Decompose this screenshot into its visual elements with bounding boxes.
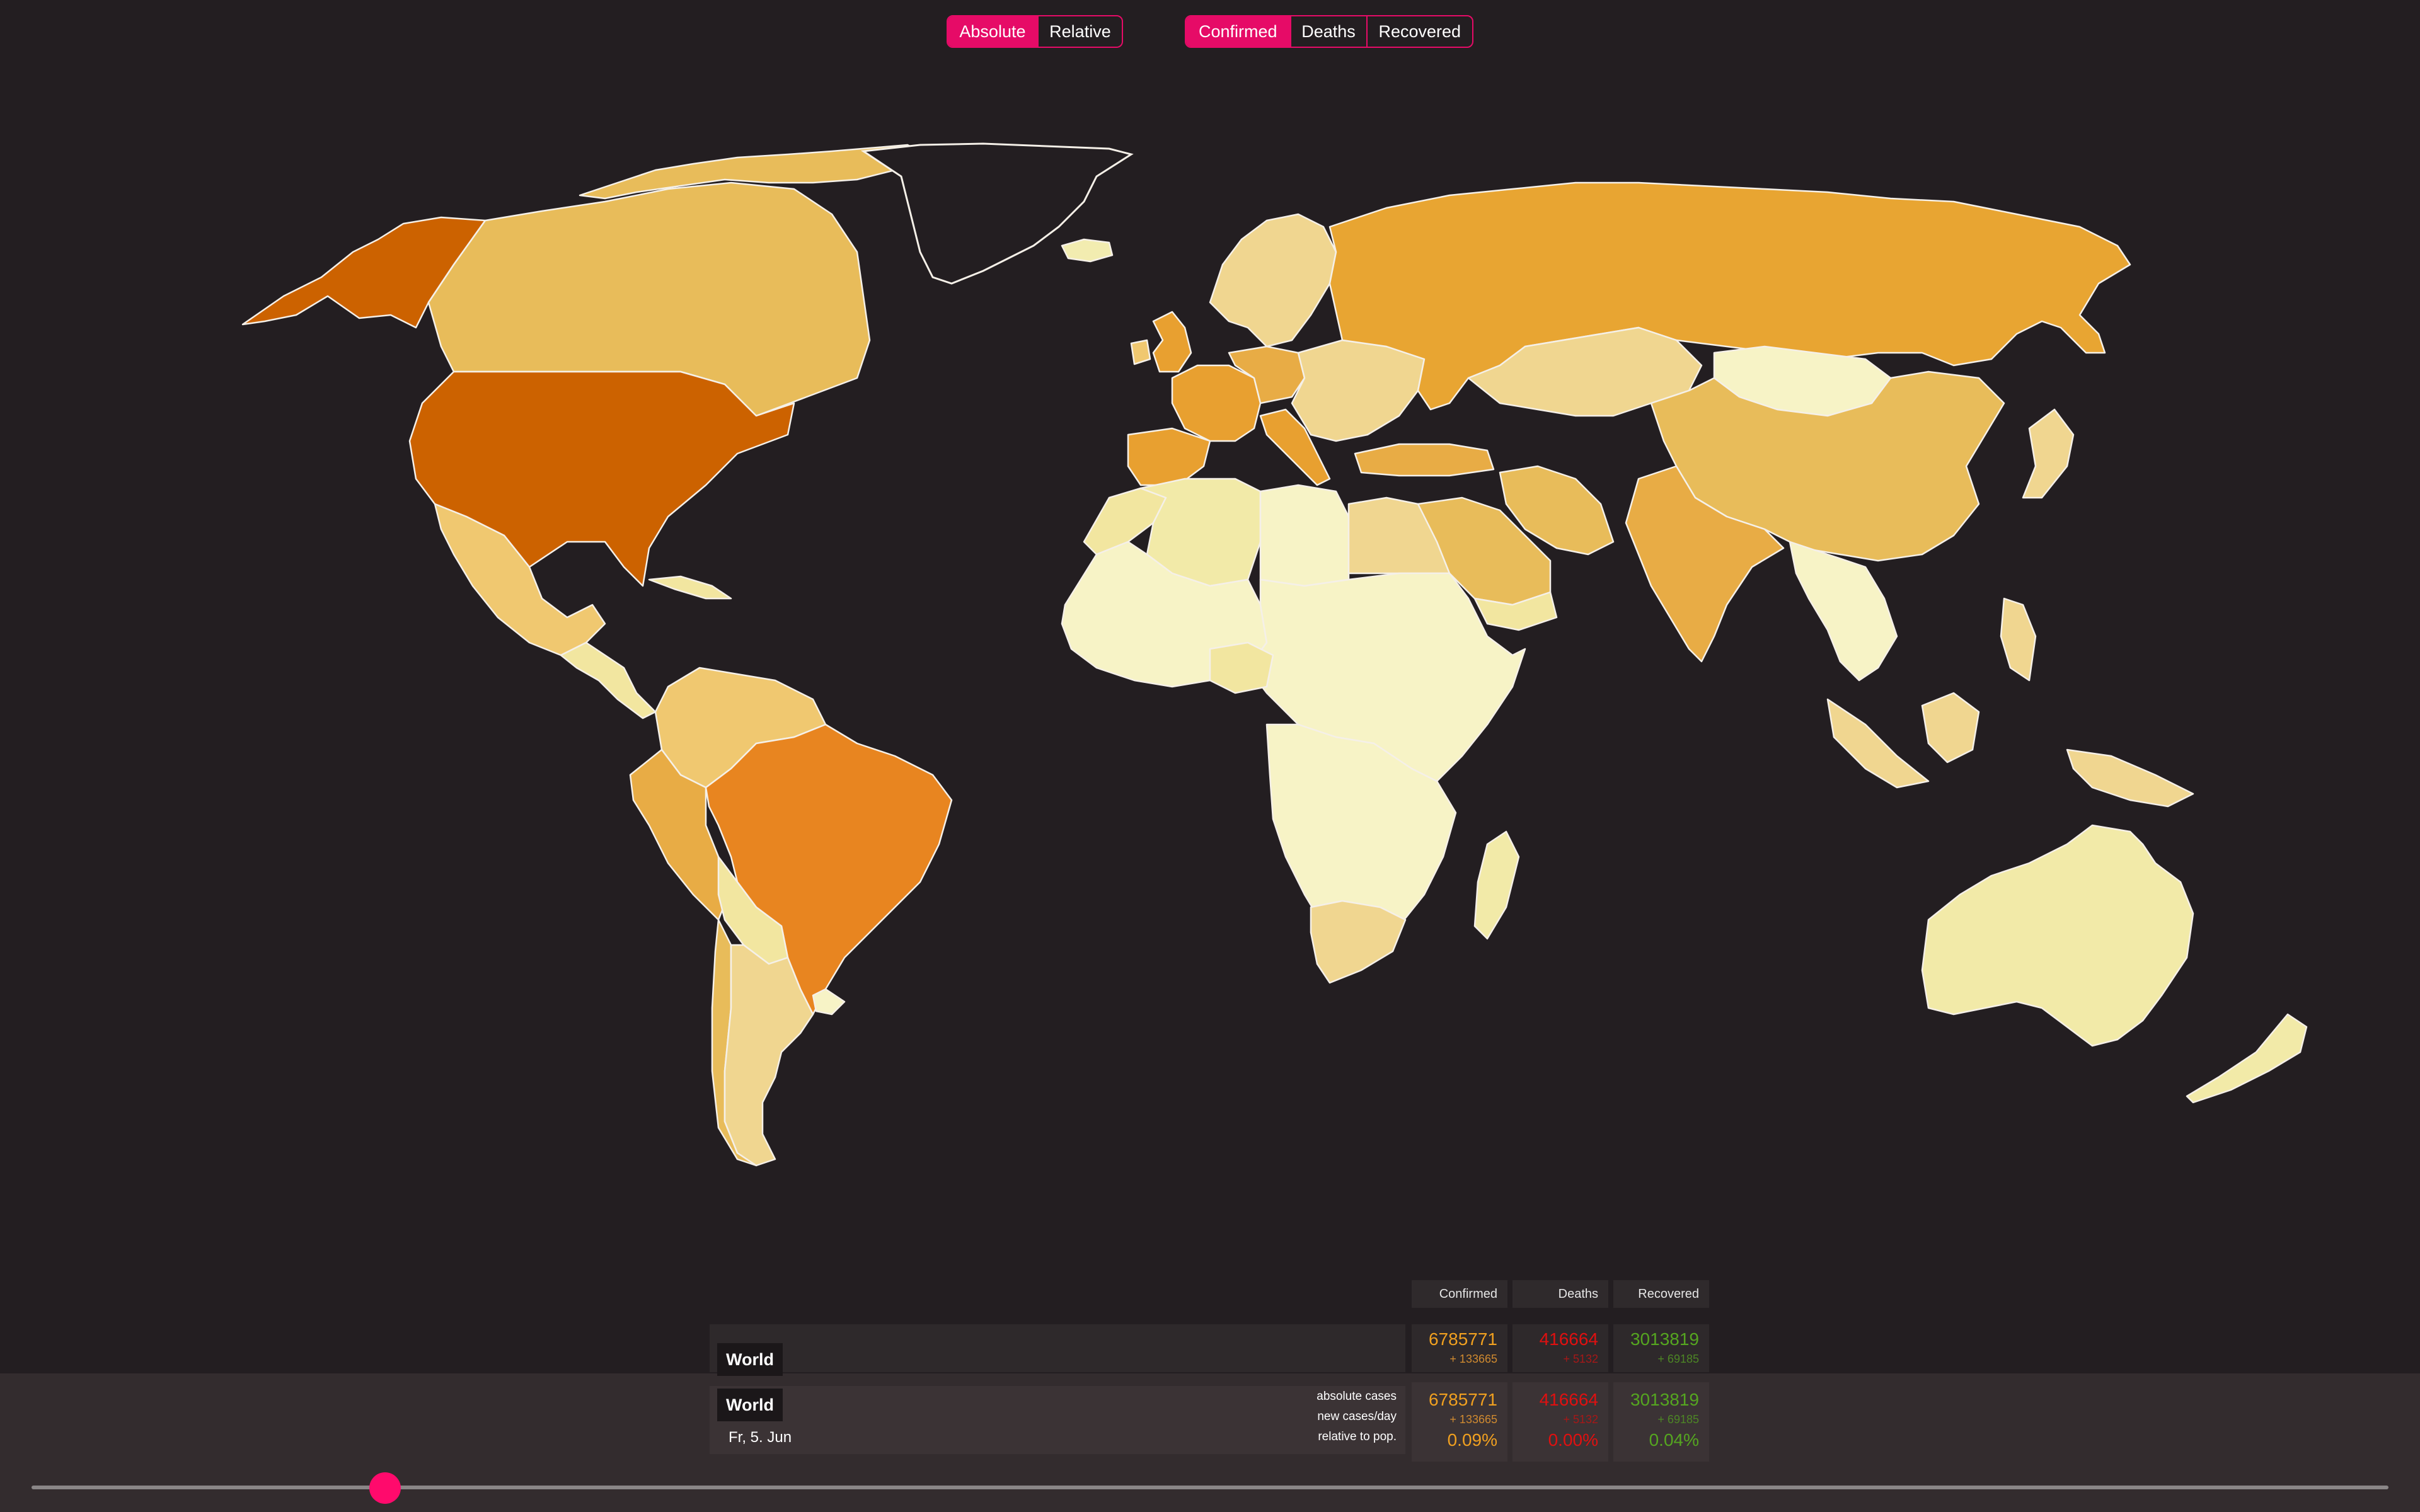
country-canada[interactable]: [427, 181, 871, 417]
selected-recovered-value: 3013819: [1630, 1390, 1699, 1409]
selected-row-deaths-cell: [1512, 1382, 1608, 1462]
country-southern-africa[interactable]: [1265, 723, 1457, 946]
country-mexico[interactable]: [434, 503, 606, 656]
hover-row-background: [710, 1324, 1405, 1372]
selected-confirmed-relative: 0.09%: [1447, 1430, 1497, 1450]
column-header-recovered: Recovered: [1613, 1280, 1709, 1308]
hover-row-recovered-cell: [1613, 1324, 1709, 1372]
country-indonesia[interactable]: [1826, 698, 1930, 789]
country-scandinavia[interactable]: [1209, 213, 1337, 348]
label-new-cases-per-day: new cases/day: [1317, 1410, 1397, 1423]
country-madagascar[interactable]: [1473, 830, 1520, 940]
recovered-button[interactable]: Recovered: [1366, 16, 1472, 47]
confirmed-button[interactable]: Confirmed: [1186, 16, 1290, 47]
hover-confirmed-delta: + 133665: [1449, 1353, 1497, 1365]
metric-toggle: Confirmed Deaths Recovered: [1185, 15, 1473, 48]
selected-deaths-value: 416664: [1539, 1390, 1598, 1409]
relative-button[interactable]: Relative: [1037, 16, 1122, 47]
country-philippines[interactable]: [2000, 597, 2037, 682]
country-turkey[interactable]: [1354, 443, 1495, 477]
selected-date: Fr, 5. Jun: [729, 1429, 792, 1446]
country-borneo[interactable]: [1921, 692, 1980, 764]
hover-row-confirmed-cell: [1412, 1324, 1507, 1372]
country-eastern-europe[interactable]: [1291, 339, 1426, 442]
country-india[interactable]: [1625, 465, 1785, 663]
country-nigeria[interactable]: [1209, 641, 1274, 694]
deaths-button[interactable]: Deaths: [1289, 16, 1366, 47]
country-australia[interactable]: [1921, 824, 2194, 1047]
hover-confirmed-value: 6785771: [1428, 1329, 1497, 1349]
country-france[interactable]: [1171, 364, 1262, 442]
selected-row-background: [710, 1386, 1405, 1454]
mode-toggle: Absolute Relative: [947, 15, 1123, 48]
country-iran[interactable]: [1499, 465, 1615, 556]
selected-recovered-delta: + 69185: [1657, 1413, 1699, 1426]
country-greenland[interactable]: [860, 142, 1134, 285]
selected-row-recovered-cell: [1613, 1382, 1709, 1462]
country-uruguay[interactable]: [812, 988, 846, 1016]
selected-deaths-delta: + 5132: [1563, 1413, 1598, 1426]
country-italy[interactable]: [1259, 408, 1331, 486]
country-russia[interactable]: [1328, 181, 2131, 411]
timeline-slider-track[interactable]: [32, 1486, 2388, 1489]
country-libya[interactable]: [1259, 484, 1350, 587]
hover-deaths-value: 416664: [1539, 1329, 1598, 1349]
country-japan[interactable]: [2022, 408, 2075, 499]
country-southeast-asia[interactable]: [1789, 541, 1898, 682]
country-central-america[interactable]: [560, 641, 657, 719]
country-usa[interactable]: [408, 370, 795, 587]
column-header-confirmed: Confirmed: [1412, 1280, 1507, 1308]
country-argentina[interactable]: [723, 944, 814, 1167]
country-egypt[interactable]: [1347, 496, 1451, 575]
country-new-zealand[interactable]: [2186, 1013, 2308, 1104]
hover-deaths-delta: + 5132: [1563, 1353, 1598, 1365]
country-yemen[interactable]: [1473, 591, 1558, 631]
column-header-deaths: Deaths: [1512, 1280, 1608, 1308]
absolute-button[interactable]: Absolute: [948, 16, 1037, 47]
selected-recovered-relative: 0.04%: [1649, 1430, 1699, 1450]
timeline-slider-thumb[interactable]: [369, 1472, 401, 1504]
country-new-guinea[interactable]: [2066, 748, 2194, 808]
selected-row-confirmed-cell: [1412, 1382, 1507, 1462]
country-uk[interactable]: [1152, 311, 1192, 373]
hover-recovered-delta: + 69185: [1657, 1353, 1699, 1365]
hover-row-deaths-cell: [1512, 1324, 1608, 1372]
country-spain[interactable]: [1127, 427, 1211, 486]
country-cuba[interactable]: [648, 575, 732, 600]
country-kazakhstan[interactable]: [1467, 326, 1703, 417]
country-iceland[interactable]: [1061, 238, 1114, 263]
selected-confirmed-value: 6785771: [1428, 1390, 1497, 1409]
label-relative-to-pop: relative to pop.: [1318, 1430, 1397, 1443]
country-ireland[interactable]: [1130, 339, 1151, 365]
selected-deaths-relative: 0.00%: [1548, 1430, 1598, 1450]
selected-region-name: World: [717, 1389, 783, 1421]
country-germany[interactable]: [1228, 345, 1306, 404]
hover-region-name: World: [717, 1343, 783, 1376]
country-south-africa[interactable]: [1310, 900, 1407, 984]
selected-confirmed-delta: + 133665: [1449, 1413, 1497, 1426]
hover-recovered-value: 3013819: [1630, 1329, 1699, 1349]
world-map: [241, 142, 2308, 1167]
label-absolute-cases: absolute cases: [1317, 1390, 1397, 1403]
